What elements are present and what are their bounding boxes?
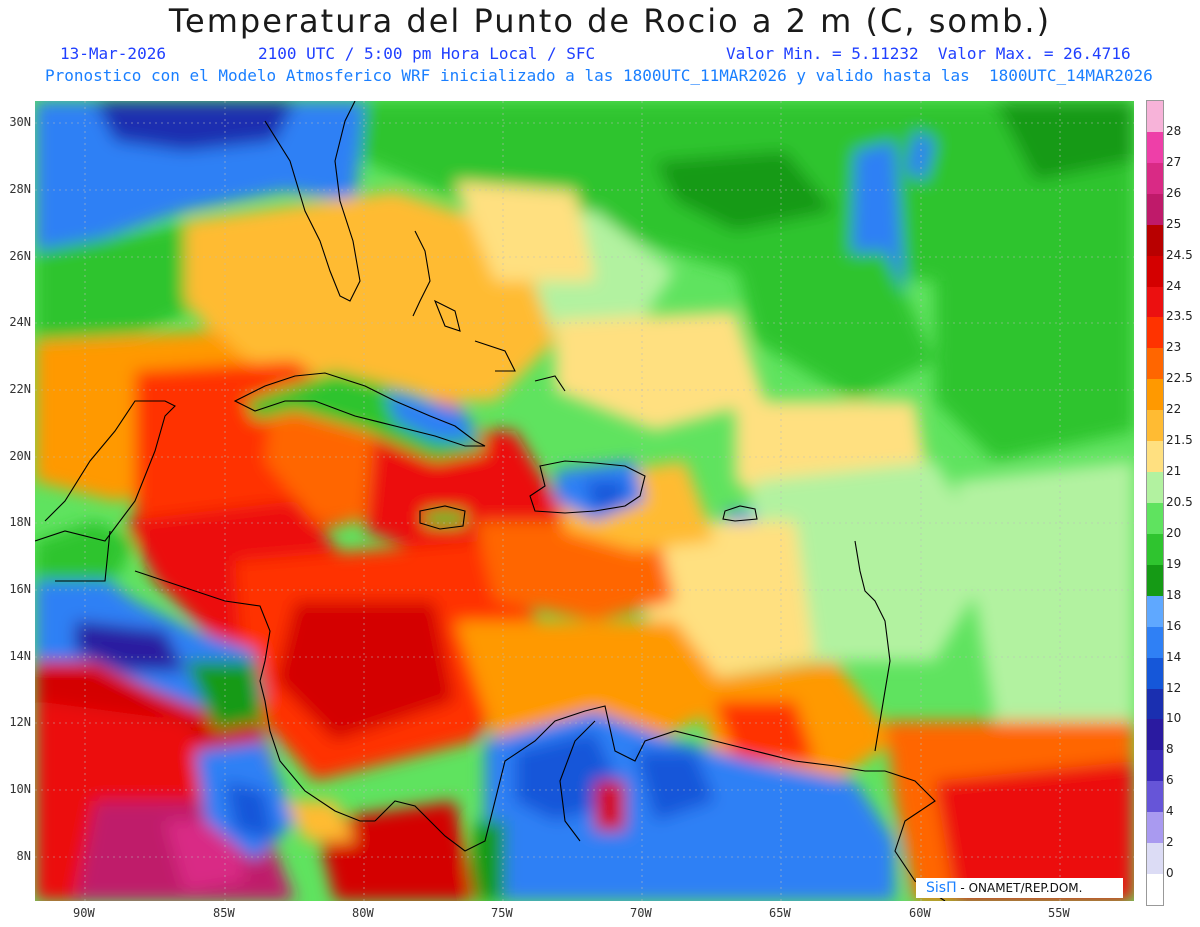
colorbar-label: 20.5 — [1166, 495, 1193, 509]
value-range: Valor Min. = 5.11232 Valor Max. = 26.471… — [726, 44, 1131, 63]
colorbar-label: 22.5 — [1166, 371, 1193, 386]
colorbar-segment — [1147, 874, 1163, 906]
coastlines — [35, 101, 946, 901]
lon-label-60w: 60W — [909, 906, 931, 920]
lat-label-14n: 14N — [9, 649, 31, 663]
lat-label-16n: 16N — [9, 582, 31, 596]
colorbar-label: 24.5 — [1166, 247, 1193, 262]
colorbar-segment — [1147, 533, 1163, 565]
colorbar-segment — [1147, 379, 1163, 411]
colorbar-segment — [1147, 657, 1163, 689]
lat-label-10n: 10N — [9, 782, 31, 796]
colorbar-segment — [1147, 564, 1163, 596]
colorbar-segment — [1147, 750, 1163, 782]
colorbar-segment — [1147, 472, 1163, 504]
lon-label-65w: 65W — [769, 906, 791, 920]
colorbar-segment — [1147, 626, 1163, 658]
lat-label-24n: 24N — [9, 315, 31, 329]
colorbar-label: 23 — [1166, 340, 1182, 355]
forecast-time: 2100 UTC / 5:00 pm Hora Local / SFC — [258, 44, 596, 63]
lon-label-70w: 70W — [630, 906, 652, 920]
colorbar-segment — [1147, 812, 1163, 844]
colorbar-label: 14 — [1166, 649, 1182, 664]
colorbar-label: 19 — [1166, 556, 1182, 571]
lat-label-12n: 12N — [9, 715, 31, 729]
colorbar-label: 21.5 — [1166, 433, 1193, 448]
colorbar-label: 12 — [1166, 680, 1182, 695]
colorbar-label: 16 — [1166, 618, 1182, 633]
colorbar-segment — [1147, 162, 1163, 194]
colorbar-label: 0 — [1166, 866, 1174, 881]
colorbar-label: 8 — [1166, 742, 1174, 757]
colorbar-label: 4 — [1166, 804, 1174, 819]
colorbar-segment — [1147, 317, 1163, 349]
credit-box: SisΠ - ONAMET/REP.DOM. — [916, 878, 1123, 898]
field-shading — [35, 101, 1134, 901]
sistpi-logo: SisΠ — [926, 880, 957, 896]
colorbar-label: 28 — [1166, 123, 1182, 138]
colorbar-label: 22 — [1166, 402, 1182, 417]
colorbar-segment — [1147, 193, 1163, 225]
lon-label-85w: 85W — [213, 906, 235, 920]
lon-label-80w: 80W — [352, 906, 374, 920]
colorbar-segment — [1147, 503, 1163, 534]
lon-label-90w: 90W — [73, 906, 95, 920]
lon-label-55w: 55W — [1048, 906, 1070, 920]
lat-label-18n: 18N — [9, 515, 31, 529]
model-info: Pronostico con el Modelo Atmosferico WRF… — [45, 66, 1153, 85]
lat-label-20n: 20N — [9, 449, 31, 463]
colorbar-label: 25 — [1166, 216, 1182, 231]
colorbar-segment — [1147, 286, 1163, 318]
colorbar-segment — [1147, 719, 1163, 751]
lon-label-75w: 75W — [491, 906, 513, 920]
colorbar-segment — [1147, 441, 1163, 473]
colorbar-label: 20 — [1166, 525, 1182, 540]
lat-label-26n: 26N — [9, 249, 31, 263]
lat-label-30n: 30N — [9, 115, 31, 129]
colorbar-segment — [1147, 843, 1163, 875]
lat-label-8n: 8N — [16, 849, 31, 863]
lat-label-28n: 28N — [9, 182, 31, 196]
colorbar-label: 6 — [1166, 773, 1174, 788]
colorbar-segment — [1147, 348, 1163, 380]
colorbar-label: 26 — [1166, 185, 1182, 200]
colorbar-segment — [1147, 101, 1163, 132]
map-title: Temperatura del Punto de Rocio a 2 m (C,… — [168, 2, 1052, 40]
colorbar-segment — [1147, 131, 1163, 163]
colorbar-label: 23.5 — [1166, 309, 1193, 324]
forecast-date: 13-Mar-2026 — [60, 44, 166, 63]
colorbar-label: 24 — [1166, 278, 1182, 293]
lat-label-22n: 22N — [9, 382, 31, 396]
colorbar-segment — [1147, 255, 1163, 287]
colorbar — [1146, 100, 1164, 906]
credit-text: - ONAMET/REP.DOM. — [956, 881, 1083, 895]
colorbar-label: 27 — [1166, 154, 1182, 169]
colorbar-segment — [1147, 781, 1163, 813]
colorbar-label: 10 — [1166, 711, 1182, 726]
colorbar-segment — [1147, 410, 1163, 442]
dewpoint-map — [35, 101, 1134, 901]
colorbar-label: 21 — [1166, 464, 1182, 479]
colorbar-segment — [1147, 224, 1163, 256]
colorbar-label: 2 — [1166, 835, 1174, 850]
colorbar-segment — [1147, 595, 1163, 627]
colorbar-segment — [1147, 688, 1163, 720]
colorbar-label: 18 — [1166, 587, 1182, 602]
